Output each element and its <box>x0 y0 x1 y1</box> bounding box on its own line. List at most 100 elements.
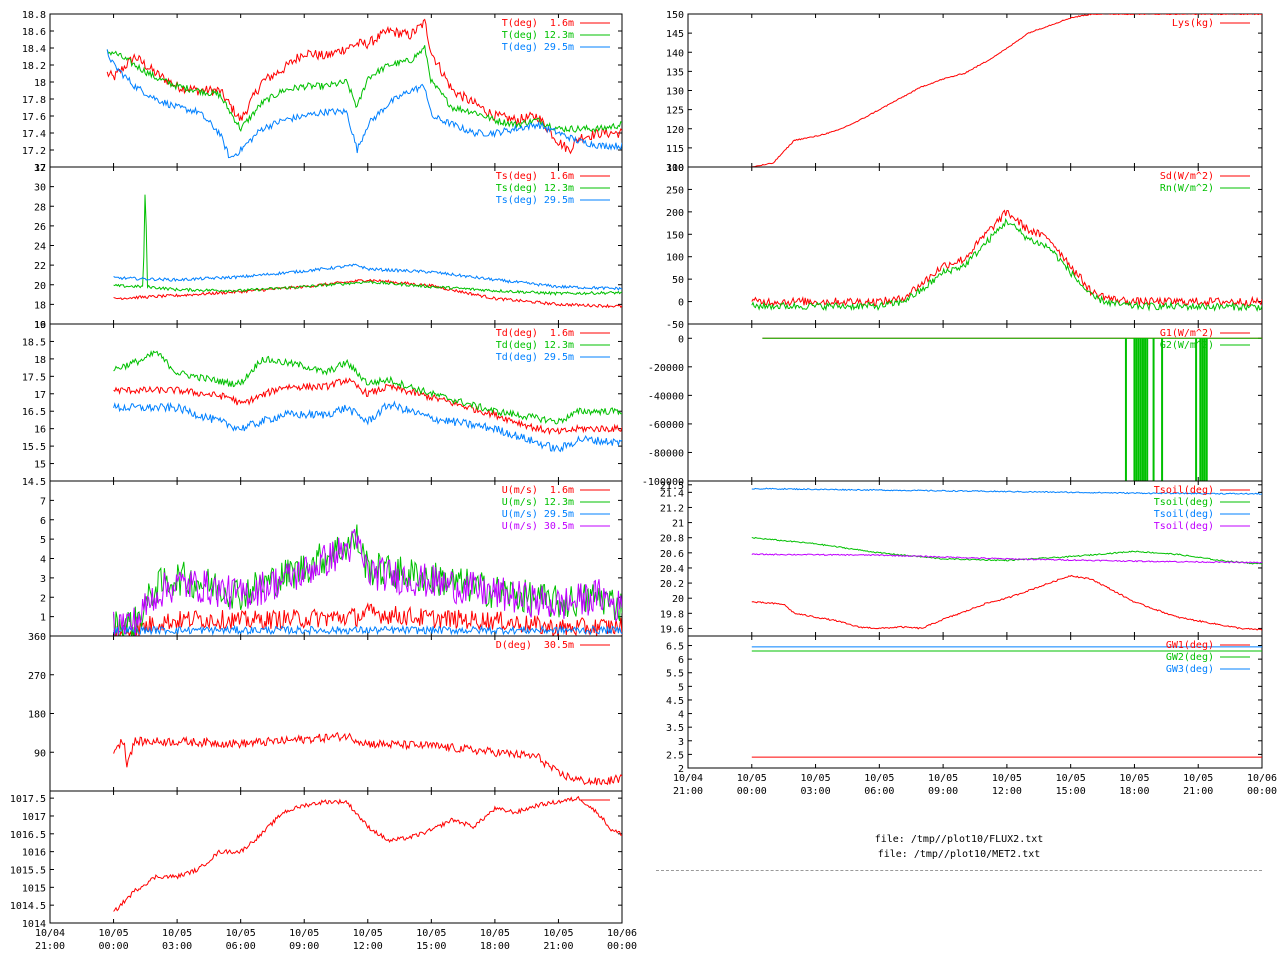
series-line-td-1 <box>113 350 622 425</box>
panel-lys: 150 145 140 135 130 125 120 115 110 Lys(kg) <box>666 10 1263 174</box>
x-tick-label-day: 10/05 <box>1119 773 1149 784</box>
y-tick-label: 5.5 <box>666 669 684 680</box>
series-line-td-2 <box>113 400 622 453</box>
y-tick-label: 360 <box>28 632 46 643</box>
x-tick-label-time: 21:00 <box>35 941 65 952</box>
y-tick-label: 1015.5 <box>10 865 46 876</box>
legend-label: U(m/s) 30.5m <box>502 521 574 532</box>
y-tick-label: 2.5 <box>666 750 684 761</box>
series-line-ts-1 <box>113 194 622 296</box>
y-tick-label: 26 <box>34 222 46 233</box>
series-line-rad-1 <box>751 217 1262 312</box>
plot-frame <box>687 13 1263 168</box>
y-tick-label: 18.4 <box>22 44 46 55</box>
x-tick-label-day: 10/05 <box>480 928 510 939</box>
series-line-u-2 <box>113 624 622 636</box>
y-tick-label: 16 <box>34 320 46 331</box>
y-tick-label: 110 <box>666 163 684 174</box>
y-tick-label: -60000 <box>648 420 684 431</box>
x-tick-label-time: 00:00 <box>99 941 129 952</box>
panel-gw: 6.5 6 5.5 5 4.5 4 3.5 3 2.5 210/04 21:00 10/05 00:00… <box>666 635 1277 797</box>
y-tick-label: 20.4 <box>660 564 684 575</box>
x-tick-label-time: 06:00 <box>864 786 894 797</box>
series-line-u-0 <box>113 602 622 636</box>
x-tick-label-day: 10/05 <box>543 928 573 939</box>
legend-label: Ts(deg) 12.3m <box>496 183 574 194</box>
y-tick-label: 4.5 <box>666 696 684 707</box>
panel-td: 19 18.5 18 17.5 17 16.5 16 15.5 15 14.5 Td(deg) 1.… <box>22 320 623 488</box>
plot-frame <box>49 790 623 924</box>
x-tick-label-time: 15:00 <box>416 941 446 952</box>
y-tick-label: 300 <box>666 163 684 174</box>
y-tick-label: 5 <box>678 682 684 693</box>
plot-frame <box>687 635 1263 769</box>
y-tick-label: 125 <box>666 106 684 117</box>
series-line-temp-0 <box>106 18 622 155</box>
y-tick-label: 14.5 <box>22 477 46 488</box>
y-tick-label: 4 <box>678 710 684 721</box>
x-tick-label-day: 10/05 <box>992 773 1022 784</box>
x-tick-label-day: 10/04 <box>35 928 65 939</box>
footer-file-met: file: /tmp//plot10/MET2.txt <box>877 849 1041 860</box>
legend-label: Ts(deg) 29.5m <box>496 195 574 206</box>
legend-label: D(deg) 30.5m <box>496 640 574 651</box>
series-line-tsoil-1 <box>751 537 1262 565</box>
legend-label: G2(W/m^2) <box>1160 340 1214 351</box>
legend-label: Tsoil(deg) <box>1154 509 1214 520</box>
y-tick-label: 3.5 <box>666 723 684 734</box>
series-line-ts-2 <box>113 263 622 291</box>
panel-dir: 360 270 180 90 D(deg) 30.5m <box>28 632 623 792</box>
y-tick-label: 90 <box>34 748 46 759</box>
x-tick-label-day: 10/05 <box>226 928 256 939</box>
x-tick-label-day: 10/05 <box>864 773 894 784</box>
x-tick-label-day: 10/05 <box>928 773 958 784</box>
x-tick-label-day: 10/05 <box>737 773 767 784</box>
y-tick-label: 6.5 <box>666 642 684 653</box>
y-tick-label: 20 <box>672 594 684 605</box>
legend-label: Td(deg) 1.6m <box>496 328 574 339</box>
x-tick-label-time: 18:00 <box>480 941 510 952</box>
series-line-tsoil-0 <box>751 574 1262 631</box>
y-tick-label: 21 <box>672 519 684 530</box>
file-footer: file: /tmp//plot10/FLUX2.txt file: /tmp/… <box>656 832 1262 872</box>
y-tick-label: 15 <box>34 460 46 471</box>
legend-label: Tsoil(deg) <box>1154 497 1214 508</box>
panel-rad: 300 250 200 150 100 50 0 -50 Sd(W/m^2)Rn(W/m^2) <box>666 163 1263 331</box>
x-tick-label-time: 06:00 <box>226 941 256 952</box>
y-tick-label: 17.5 <box>22 372 46 383</box>
y-tick-label: 21.5 <box>660 481 684 492</box>
y-tick-label: 130 <box>666 87 684 98</box>
legend-label: Lys(kg) <box>1172 18 1214 29</box>
y-tick-label: 1016.5 <box>10 830 46 841</box>
x-tick-label-time: 00:00 <box>1247 786 1277 797</box>
y-tick-label: 150 <box>666 230 684 241</box>
y-tick-label: 18.8 <box>22 10 46 21</box>
legend-label: Sd(W/m^2) <box>1160 171 1214 182</box>
y-tick-label: 20.2 <box>660 579 684 590</box>
y-tick-label: 16.5 <box>22 407 46 418</box>
x-tick-label-day: 10/05 <box>99 928 129 939</box>
x-tick-label-day: 10/06 <box>607 928 637 939</box>
series-line-tsoil-3 <box>751 553 1262 564</box>
y-tick-label: 1 <box>40 613 46 624</box>
series-line-rad-0 <box>751 209 1262 307</box>
y-tick-label: -20000 <box>648 363 684 374</box>
y-tick-label: 120 <box>666 125 684 136</box>
series-line-temp-1 <box>106 45 622 134</box>
footer-divider <box>656 870 1262 871</box>
legend-label: U(m/s) 29.5m <box>502 509 574 520</box>
y-tick-label: 24 <box>34 242 46 253</box>
x-tick-label-day: 10/05 <box>353 928 383 939</box>
y-tick-label: 17 <box>34 163 46 174</box>
y-tick-label: 18 <box>34 78 46 89</box>
x-tick-label-day: 10/05 <box>162 928 192 939</box>
y-tick-label: 20.8 <box>660 534 684 545</box>
y-tick-label: 18 <box>34 300 46 311</box>
x-tick-label-time: 21:00 <box>673 786 703 797</box>
y-tick-label: 1016 <box>22 848 46 859</box>
legend-label: Td(deg) 29.5m <box>496 352 574 363</box>
y-tick-label: 19 <box>34 320 46 331</box>
series-line-td-0 <box>113 377 622 436</box>
legend-label: U(m/s) 12.3m <box>502 497 574 508</box>
